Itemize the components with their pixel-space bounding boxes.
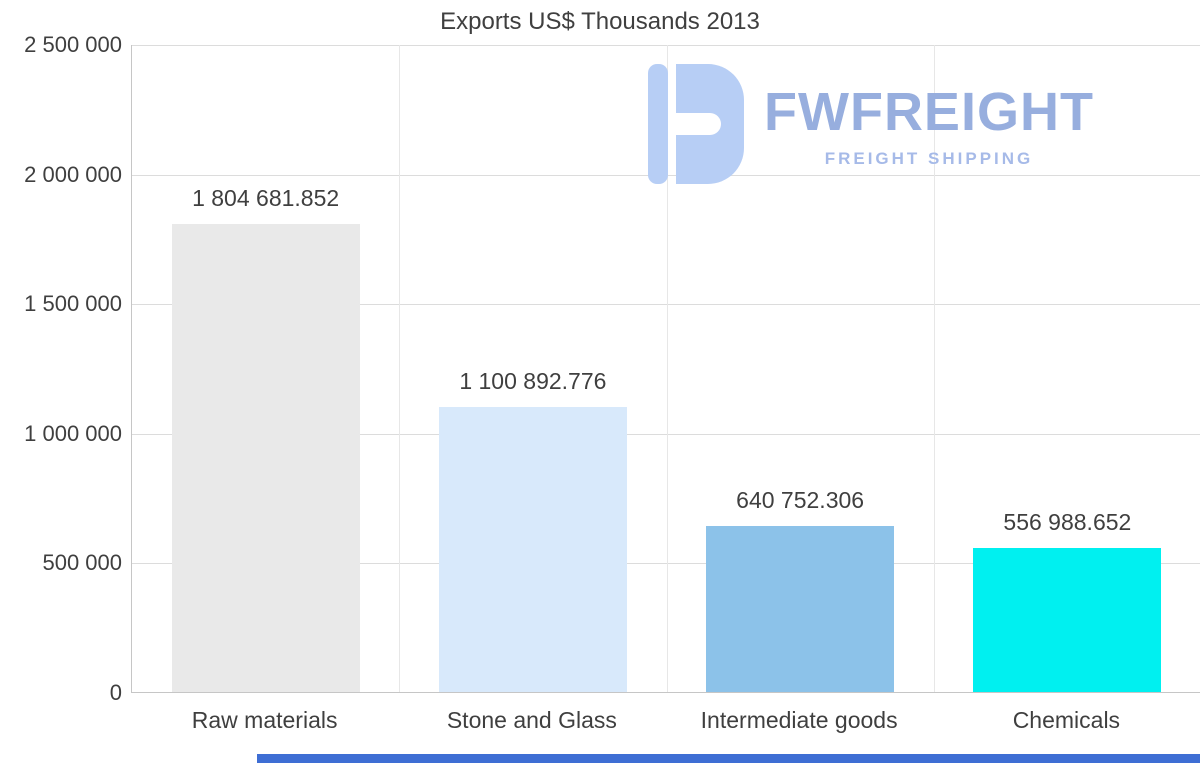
gridline-horizontal: [132, 304, 1200, 306]
y-tick-label: 1 000 000: [24, 420, 122, 446]
x-axis-labels: Raw materials Stone and Glass Intermediate…: [0, 693, 1200, 743]
chart-title: Exports US$ Thousands 2013: [440, 8, 760, 35]
value-label-stone-and-glass: 1 100 892.776: [459, 367, 607, 394]
x-category-label: Intermediate goods: [700, 707, 898, 733]
bar-intermediate-goods: [706, 525, 895, 692]
gridline-horizontal: [132, 433, 1200, 435]
y-tick-label: 1 500 000: [24, 291, 122, 317]
value-label-raw-materials: 1 804 681.852: [192, 185, 340, 212]
gridline-horizontal: [132, 45, 1200, 46]
bottom-blue-strip: [257, 754, 1200, 763]
y-tick-label: 2 000 000: [24, 161, 122, 187]
watermark: FWFREIGHT FREIGHT SHIPPING: [648, 63, 1094, 185]
gridline-vertical: [933, 45, 935, 692]
brand-tagline: FREIGHT SHIPPING: [824, 149, 1034, 168]
value-label-intermediate-goods: 640 752.306: [736, 486, 865, 513]
x-category-label: Stone and Glass: [446, 707, 617, 733]
y-tick-label: 500 000: [42, 550, 122, 576]
bar-chemicals: [973, 547, 1162, 692]
x-category-label: Chemicals: [1012, 707, 1121, 733]
y-tick-label: 2 500 000: [24, 32, 122, 57]
brand-name: FWFREIGHT: [764, 82, 1094, 142]
bar-raw-materials: [171, 224, 360, 692]
fwfreight-logo-icon: [648, 64, 744, 184]
brand-text-block: FWFREIGHT FREIGHT SHIPPING: [764, 63, 1094, 169]
x-category-label: Raw materials: [191, 707, 338, 733]
y-tick-label: 0: [109, 680, 122, 705]
plot-area: 1 804 681.852 1 100 892.776 640 752.306 556…: [131, 45, 1200, 693]
gridline-vertical: [399, 45, 401, 692]
gridline-vertical: [666, 45, 668, 692]
gridline-horizontal: [132, 563, 1200, 565]
value-label-chemicals: 556 988.652: [1003, 508, 1132, 535]
bar-stone-and-glass: [438, 406, 627, 692]
